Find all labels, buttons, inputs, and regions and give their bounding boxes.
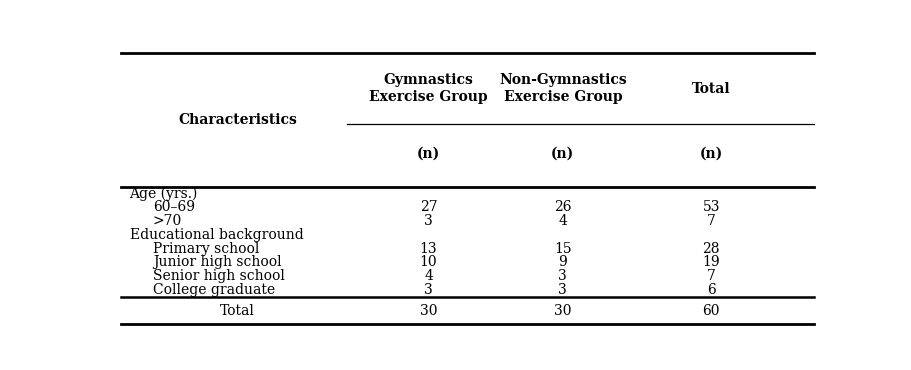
Text: 60–69: 60–69 [153, 201, 195, 215]
Text: 60: 60 [701, 304, 719, 318]
Text: 7: 7 [706, 214, 715, 228]
Text: (n): (n) [416, 147, 440, 161]
Text: 53: 53 [701, 201, 719, 215]
Text: Gymnastics
Exercise Group: Gymnastics Exercise Group [369, 73, 487, 104]
Text: 26: 26 [554, 201, 571, 215]
Text: Characteristics: Characteristics [178, 113, 297, 127]
Text: Junior high school: Junior high school [153, 255, 281, 269]
Text: 19: 19 [701, 255, 720, 269]
Text: 3: 3 [424, 283, 433, 297]
Text: (n): (n) [550, 147, 574, 161]
Text: 4: 4 [424, 269, 433, 283]
Text: 3: 3 [558, 269, 567, 283]
Text: 15: 15 [553, 242, 571, 256]
Text: 3: 3 [558, 283, 567, 297]
Text: 30: 30 [419, 304, 436, 318]
Text: Total: Total [691, 81, 730, 95]
Text: Senior high school: Senior high school [153, 269, 284, 283]
Text: (n): (n) [699, 147, 722, 161]
Text: 3: 3 [424, 214, 433, 228]
Text: 28: 28 [701, 242, 719, 256]
Text: Total: Total [220, 304, 255, 318]
Text: 13: 13 [419, 242, 437, 256]
Text: 7: 7 [706, 269, 715, 283]
Text: 10: 10 [419, 255, 437, 269]
Text: >70: >70 [153, 214, 182, 228]
Text: 30: 30 [554, 304, 571, 318]
Text: Primary school: Primary school [153, 242, 259, 256]
Text: 9: 9 [558, 255, 567, 269]
Text: 27: 27 [419, 201, 437, 215]
Text: College graduate: College graduate [153, 283, 275, 297]
Text: Educational background: Educational background [129, 228, 303, 242]
Text: 6: 6 [706, 283, 715, 297]
Text: 4: 4 [558, 214, 567, 228]
Text: Age (yrs.): Age (yrs.) [129, 186, 198, 201]
Text: Non-Gymnastics
Exercise Group: Non-Gymnastics Exercise Group [498, 73, 626, 104]
